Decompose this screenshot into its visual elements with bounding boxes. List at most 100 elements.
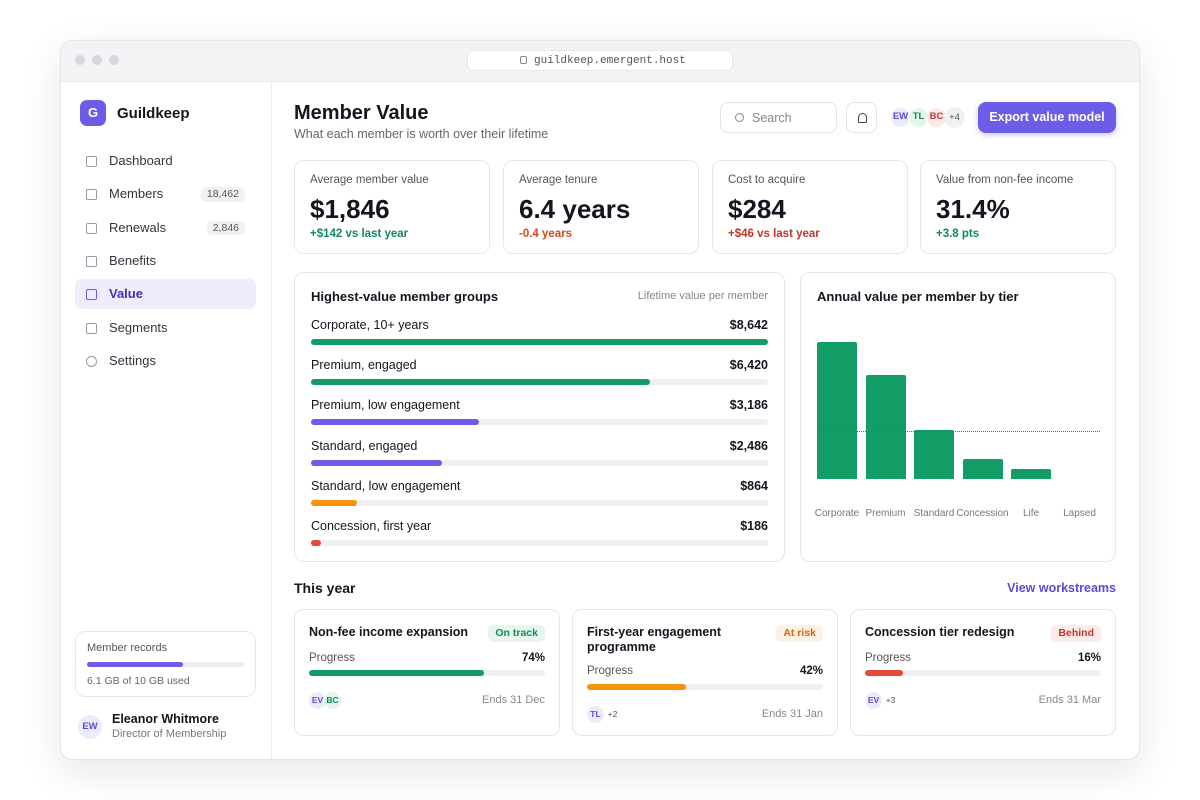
card-header: Non-fee income expansion On track xyxy=(309,625,545,642)
bar-label: Concession, first year xyxy=(311,519,432,533)
end-date: Ends 31 Jan xyxy=(761,707,823,720)
progress-track xyxy=(865,670,1101,676)
progress-label: Progress xyxy=(587,665,634,677)
owners: EV +3 xyxy=(865,692,899,709)
tier-bar xyxy=(962,459,1003,479)
owner-more: +2 xyxy=(607,708,618,719)
bar-value: $186 xyxy=(740,519,768,533)
bar-value: $864 xyxy=(740,478,768,493)
nav-item[interactable]: Segments xyxy=(109,319,168,335)
owners: EV BC xyxy=(309,692,341,709)
storage-title: Member records xyxy=(87,642,168,654)
bar xyxy=(311,339,768,345)
bar-track xyxy=(311,459,768,466)
card-footer: EV +3 Ends 31 Mar xyxy=(865,692,1101,709)
chart-subtitle: Lifetime value per member xyxy=(637,290,768,302)
kpi-card: Value from non-fee income 31.4% +3.8 pts xyxy=(920,160,1116,254)
bar xyxy=(311,379,651,386)
bar xyxy=(311,459,443,466)
progress-bar xyxy=(309,670,484,676)
nav-item[interactable]: Dashboard xyxy=(109,153,173,168)
nav-icon xyxy=(86,222,97,234)
url: guildkeep.emergent.host xyxy=(534,55,686,67)
window-dot xyxy=(109,55,119,65)
kpi-label: Value from non-fee income xyxy=(936,174,1074,186)
kpi-card: Average tenure 6.4 years -0.4 years xyxy=(503,160,699,254)
tier-bar xyxy=(817,342,857,479)
tier-label: Lapsed xyxy=(1063,508,1096,519)
workstream-card: Concession tier redesign Behind Progress 16… xyxy=(850,609,1116,736)
section-link[interactable]: View workstreams xyxy=(1007,581,1116,595)
nav-item[interactable]: Settings xyxy=(109,352,156,368)
bar-value: $8,642 xyxy=(729,318,768,332)
bar-track xyxy=(311,499,768,506)
kpi-value: 31.4% xyxy=(936,194,1010,224)
progress-row: Progress 16% xyxy=(865,651,1101,665)
kpi-delta: +$142 vs last year xyxy=(310,228,409,240)
chart-title: Annual value per member by tier xyxy=(817,289,1019,304)
tier-label: Premium xyxy=(865,508,906,519)
nav-item[interactable]: Value xyxy=(109,286,143,302)
bar-label: Corporate, 10+ years xyxy=(311,318,429,332)
storage-label: 6.1 GB of 10 GB used xyxy=(87,675,190,687)
bar-track xyxy=(311,540,768,546)
kpi-value: 6.4 years xyxy=(519,194,631,224)
progress-track xyxy=(587,683,823,690)
nav-badge: 18,462 xyxy=(200,187,245,202)
bar xyxy=(311,499,357,506)
kpi-label: Cost to acquire xyxy=(728,174,806,186)
owner-avatar: EV xyxy=(309,692,326,709)
end-date: Ends 31 Dec xyxy=(482,694,545,706)
bar-track xyxy=(311,419,768,426)
bar-label: Standard, low engagement xyxy=(311,478,461,493)
progress-value: 16% xyxy=(1077,651,1101,664)
kpi-label: Average tenure xyxy=(519,174,598,186)
nav-icon xyxy=(86,255,97,267)
workstream-title: Non-fee income expansion xyxy=(309,625,469,639)
bar xyxy=(311,540,321,546)
notifications-button[interactable] xyxy=(846,102,877,133)
nav-item[interactable]: Benefits xyxy=(109,252,156,268)
nav-item[interactable]: Renewals xyxy=(109,219,167,235)
status-pill: At risk xyxy=(776,625,823,642)
tier-label: Standard xyxy=(913,508,955,519)
kpi-delta: -0.4 years xyxy=(519,228,573,240)
kpi-card: Average member value $1,846 +$142 vs last … xyxy=(294,160,490,254)
tier-bar xyxy=(865,375,906,479)
card-footer: EV BC Ends 31 Dec xyxy=(309,692,545,709)
nav-item[interactable]: Members xyxy=(109,186,164,202)
kpi-value: $284 xyxy=(728,194,786,224)
card-header: Concession tier redesign Behind xyxy=(865,625,1101,642)
brand-name: Guildkeep xyxy=(117,105,190,122)
progress-label: Progress xyxy=(309,651,356,664)
progress-bar xyxy=(865,670,903,676)
bar-value: $6,420 xyxy=(729,358,768,373)
progress-value: 74% xyxy=(521,651,545,664)
chart-card: Annual value per member by tier Corporate… xyxy=(800,272,1116,562)
status-pill: On track xyxy=(488,625,545,642)
kpi-value: $1,846 xyxy=(310,194,390,224)
progress-track xyxy=(309,670,545,676)
progress-value: 42% xyxy=(799,665,823,677)
search-box[interactable]: Search xyxy=(720,102,837,133)
chart-card: Highest-value member groups Lifetime valu… xyxy=(294,272,785,562)
user-role: Director of Membership xyxy=(112,728,227,740)
search-icon xyxy=(735,113,744,122)
nav-icon xyxy=(86,322,97,334)
owners: TL +2 xyxy=(587,705,621,723)
storage-fill xyxy=(87,662,183,667)
bar-value: $2,486 xyxy=(729,438,768,453)
progress-row: Progress 42% xyxy=(587,665,823,678)
export-button[interactable]: Export value model xyxy=(978,102,1116,133)
status-pill: Behind xyxy=(1051,625,1101,642)
bar xyxy=(311,419,480,426)
window-dot xyxy=(92,55,102,65)
tier-label: Concession xyxy=(956,508,1009,519)
workstream-title: First-year engagement programme xyxy=(587,625,722,654)
owner-avatar: TL xyxy=(587,705,604,723)
progress-label: Progress xyxy=(865,651,912,664)
bell-icon xyxy=(858,113,867,123)
tier-label: Life xyxy=(1022,508,1040,519)
tier-bar xyxy=(914,430,954,479)
bar-value: $3,186 xyxy=(729,398,768,413)
